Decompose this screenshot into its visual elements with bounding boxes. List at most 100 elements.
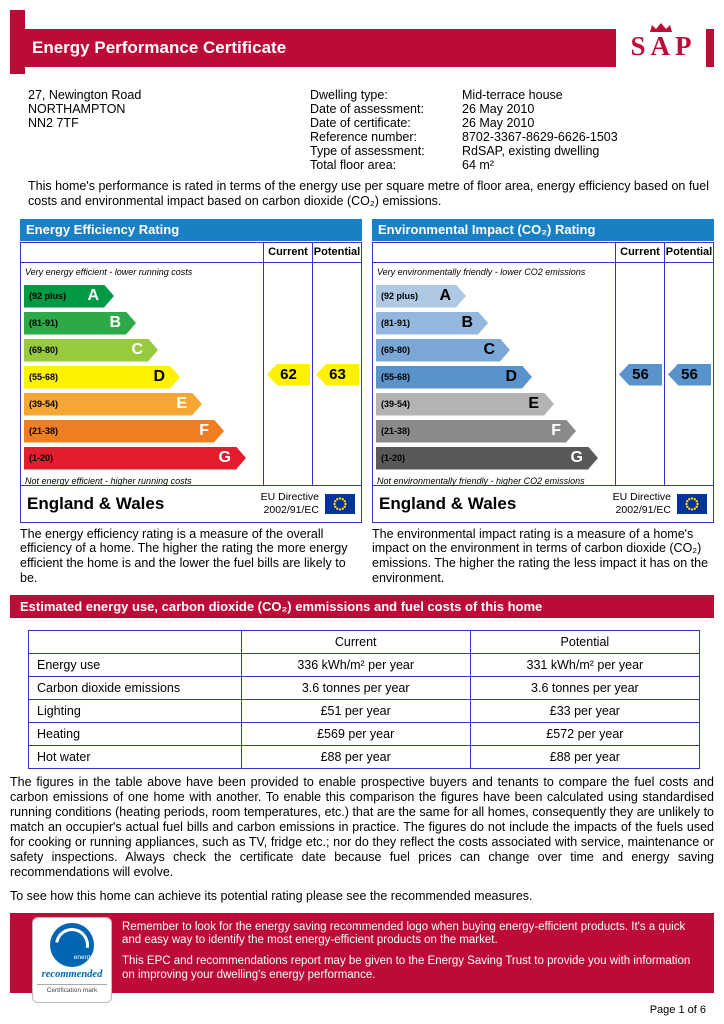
figures-explanation: The figures in the table above have been… bbox=[10, 774, 714, 879]
est-box-paragraph: Remember to look for the energy saving r… bbox=[122, 920, 686, 947]
intro-text: This home's performance is rated in term… bbox=[28, 179, 709, 208]
energy-efficiency-chart: Energy Efficiency Rating Current Potenti… bbox=[20, 218, 362, 523]
chart-footer: England & Wales EU Directive 2002/91/EC bbox=[21, 484, 361, 522]
potential-value: £88 per year bbox=[469, 744, 701, 769]
detail-label: Reference number: bbox=[310, 130, 418, 144]
detail-label: Date of certificate: bbox=[310, 116, 411, 130]
column-header-potential: Potential bbox=[664, 242, 713, 262]
eu-directive-label: EU Directive 2002/91/EC bbox=[612, 491, 671, 516]
recommended-label: recommended bbox=[41, 968, 103, 980]
band-a: (92 plus) A bbox=[24, 285, 114, 308]
potential-column: 63 bbox=[312, 262, 361, 485]
efficiency-description: The energy efficiency rating is a measur… bbox=[20, 526, 348, 585]
address-line: 27, Newington Road bbox=[28, 88, 142, 102]
detail-value: 64 m² bbox=[462, 158, 494, 172]
table-row: Hot water £88 per year £88 per year bbox=[28, 744, 701, 769]
column-header-potential: Potential bbox=[312, 242, 361, 262]
address-line: NORTHAMPTON bbox=[28, 102, 126, 116]
region-label: England & Wales bbox=[27, 493, 165, 513]
detail-label: Total floor area: bbox=[310, 158, 397, 172]
detail-value: 26 May 2010 bbox=[462, 102, 535, 116]
eu-flag-icon bbox=[325, 493, 355, 514]
band-c: (69-80) C bbox=[24, 339, 158, 362]
epc-page: Energy Performance Certificate SAP 27, N… bbox=[10, 10, 714, 1003]
table-row: Carbon dioxide emissions 3.6 tonnes per … bbox=[28, 675, 701, 700]
current-column: 62 bbox=[263, 262, 312, 485]
band-d: (55-68) D bbox=[24, 366, 180, 389]
rating-charts: Energy Efficiency Rating Current Potenti… bbox=[10, 218, 714, 523]
detail-label: Date of assessment: bbox=[310, 102, 424, 116]
band-a: (92 plus) A bbox=[376, 285, 466, 308]
header-bar: Energy Performance Certificate bbox=[10, 29, 714, 67]
costs-table-corner-cell bbox=[28, 629, 242, 654]
band-c: (69-80) C bbox=[376, 339, 510, 362]
potential-value: £572 per year bbox=[469, 721, 701, 746]
table-row: Lighting £51 per year £33 per year bbox=[28, 698, 701, 723]
table-row: Energy use 336 kWh/m² per year 331 kWh/m… bbox=[28, 652, 701, 677]
current-value: £88 per year bbox=[240, 744, 471, 769]
rating-bands: Very energy efficient - lower running co… bbox=[21, 263, 263, 486]
chart-box: Current Potential Very energy efficient … bbox=[20, 241, 362, 523]
column-header-current: Current bbox=[263, 242, 312, 262]
chart-footer: England & Wales EU Directive 2002/91/EC bbox=[373, 484, 713, 522]
potential-rating-arrow: 63 bbox=[316, 363, 359, 386]
certification-mark-label: Certification mark bbox=[37, 984, 107, 995]
table-header-row: Current Potential bbox=[28, 629, 701, 654]
chart-column-headers: Current Potential bbox=[21, 242, 361, 263]
energy-saving-logo: energy saving recommended Certification … bbox=[32, 916, 112, 1003]
detail-value: 26 May 2010 bbox=[462, 116, 535, 130]
current-rating-arrow: 56 bbox=[619, 363, 662, 386]
bottom-note: Not environmentally friendly - higher CO… bbox=[377, 475, 585, 486]
column-header-current: Current bbox=[615, 242, 664, 262]
row-label: Carbon dioxide emissions bbox=[28, 675, 242, 700]
band-b: (81-91) B bbox=[24, 312, 136, 335]
row-label: Lighting bbox=[28, 698, 242, 723]
row-label: Hot water bbox=[28, 744, 242, 769]
energy-saving-trust-box: energy saving recommended Certification … bbox=[10, 912, 714, 1003]
property-details: Dwelling type: Mid-terrace house Date of… bbox=[310, 88, 618, 172]
potential-value: £33 per year bbox=[469, 698, 701, 723]
row-label: Heating bbox=[28, 721, 242, 746]
band-g: (1-20) G bbox=[24, 447, 246, 470]
band-e: (39-54) E bbox=[24, 393, 202, 416]
eu-flag-icon bbox=[677, 493, 707, 514]
top-note: Very energy efficient - lower running co… bbox=[25, 266, 193, 277]
current-value: 3.6 tonnes per year bbox=[240, 675, 471, 700]
band-g: (1-20) G bbox=[376, 447, 598, 470]
current-value: £569 per year bbox=[240, 721, 471, 746]
page-number: Page 1 of 6 bbox=[649, 1004, 706, 1016]
sap-logo-text: SAP bbox=[630, 31, 697, 61]
current-column: 56 bbox=[615, 262, 664, 485]
band-d: (55-68) D bbox=[376, 366, 532, 389]
band-e: (39-54) E bbox=[376, 393, 554, 416]
potential-value: 3.6 tonnes per year bbox=[469, 675, 701, 700]
chart-descriptions: The energy efficiency rating is a measur… bbox=[10, 527, 714, 586]
chart-box: Current Potential Very environmentally f… bbox=[372, 241, 714, 523]
band-f: (21-38) F bbox=[24, 420, 224, 443]
region-label: England & Wales bbox=[379, 493, 517, 513]
est-box-paragraph: This EPC and recommendations report may … bbox=[122, 955, 691, 981]
top-note: Very environmentally friendly - lower CO… bbox=[377, 266, 586, 277]
see-measures-note: To see how this home can achieve its pot… bbox=[10, 888, 533, 903]
page-header: Energy Performance Certificate SAP bbox=[10, 10, 714, 80]
costs-table: Current Potential Energy use 336 kWh/m² … bbox=[28, 629, 701, 769]
property-info: 27, Newington Road NORTHAMPTON NN2 7TF D… bbox=[10, 88, 714, 172]
detail-label: Type of assessment: bbox=[310, 144, 425, 158]
chart-title: Environmental Impact (CO₂) Rating bbox=[372, 218, 714, 241]
potential-column: 56 bbox=[664, 262, 713, 485]
band-f: (21-38) F bbox=[376, 420, 576, 443]
address-line: NN2 7TF bbox=[28, 116, 79, 130]
rating-bands: Very environmentally friendly - lower CO… bbox=[373, 263, 615, 486]
chart-column-headers: Current Potential bbox=[373, 242, 713, 263]
chart-title: Energy Efficiency Rating bbox=[20, 218, 362, 241]
bottom-note: Not energy efficient - higher running co… bbox=[25, 475, 192, 486]
environmental-description: The environmental impact rating is a mea… bbox=[372, 526, 709, 585]
detail-label: Dwelling type: bbox=[310, 88, 388, 102]
column-header-current: Current bbox=[240, 629, 471, 654]
chart-body: Very environmentally friendly - lower CO… bbox=[373, 262, 713, 486]
crown-icon bbox=[650, 23, 672, 32]
property-address: 27, Newington Road NORTHAMPTON NN2 7TF bbox=[28, 88, 310, 172]
table-row: Heating £569 per year £572 per year bbox=[28, 721, 701, 746]
energy-saving-swirl-icon: energy saving bbox=[50, 922, 94, 967]
current-value: 336 kWh/m² per year bbox=[240, 652, 471, 677]
